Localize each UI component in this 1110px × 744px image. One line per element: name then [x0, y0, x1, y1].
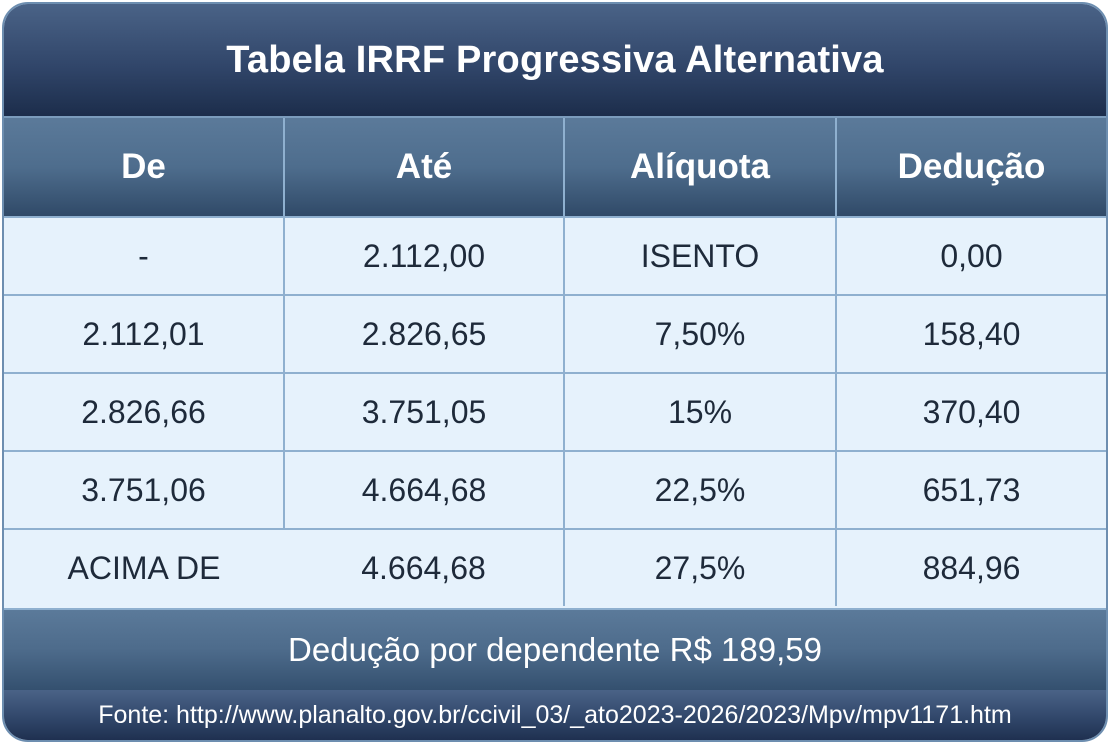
cell-ate: 2.112,00: [284, 217, 565, 296]
cell-deducao: 370,40: [836, 373, 1106, 452]
cell-de: 2.826,66: [4, 373, 285, 452]
table-row: 2.112,01 2.826,65 7,50% 158,40: [4, 295, 1106, 374]
table-row: - 2.112,00 ISENTO 0,00: [4, 217, 1106, 296]
table-row: 3.751,06 4.664,68 22,5% 651,73: [4, 451, 1106, 530]
cell-de: 2.112,01: [4, 295, 285, 374]
cell-deducao: 158,40: [836, 295, 1106, 374]
column-header-deducao: Dedução: [836, 118, 1106, 218]
cell-deducao: 884,96: [836, 529, 1106, 606]
cell-aliquota: 7,50%: [564, 295, 837, 374]
column-header-aliquota: Alíquota: [564, 118, 837, 218]
dependent-deduction-note: Dedução por dependente R$ 189,59: [4, 608, 1106, 692]
cell-deducao: 651,73: [836, 451, 1106, 530]
cell-ate: 2.826,65: [284, 295, 565, 374]
cell-ate: 3.751,05: [284, 373, 565, 452]
cell-de: ACIMA DE: [4, 529, 284, 606]
column-header-de: De: [4, 118, 285, 218]
cell-ate: 4.664,68: [284, 451, 565, 530]
cell-aliquota: 22,5%: [564, 451, 837, 530]
cell-deducao: 0,00: [836, 217, 1106, 296]
column-header-ate: Até: [284, 118, 565, 218]
cell-de: 3.751,06: [4, 451, 285, 530]
header-row: De Até Alíquota Dedução: [4, 118, 1106, 218]
table-row: 2.826,66 3.751,05 15% 370,40: [4, 373, 1106, 452]
table-title: Tabela IRRF Progressiva Alternativa: [4, 4, 1106, 118]
cell-aliquota: 15%: [564, 373, 837, 452]
table-row: ACIMA DE 4.664,68 27,5% 884,96: [4, 529, 1106, 606]
source-citation: Fonte: http://www.planalto.gov.br/ccivil…: [4, 690, 1106, 740]
cell-aliquota: ISENTO: [564, 217, 837, 296]
cell-aliquota: 27,5%: [564, 529, 837, 606]
cell-ate: 4.664,68: [284, 529, 565, 606]
irrf-table: De Até Alíquota Dedução - 2.112,00 ISENT…: [4, 118, 1106, 606]
cell-de: -: [4, 217, 285, 296]
